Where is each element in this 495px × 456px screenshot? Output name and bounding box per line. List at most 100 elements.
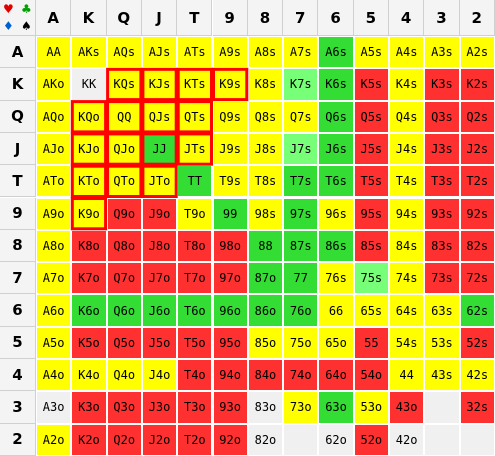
hand-cell-86s[interactable]: 86s <box>318 229 354 263</box>
hand-cell-65o[interactable]: 65o <box>318 326 354 359</box>
hand-cell-A6o[interactable]: A6o <box>36 294 72 327</box>
hand-cell-K5o[interactable]: K5o <box>71 326 107 359</box>
hand-cell-KQo[interactable]: KQo <box>71 100 107 133</box>
hand-cell-66[interactable]: 66 <box>318 294 354 327</box>
hand-cell-J3s[interactable]: J3s <box>424 132 460 166</box>
hand-cell-63s[interactable]: 63s <box>424 294 460 327</box>
hand-cell-97o[interactable]: 97o <box>212 262 248 295</box>
hand-cell-53o[interactable]: 53o <box>353 391 389 424</box>
hand-cell-T3o[interactable]: T3o <box>177 391 213 424</box>
hand-cell-A7o[interactable]: A7o <box>36 262 72 295</box>
hand-cell-JJ[interactable]: JJ <box>141 132 178 166</box>
hand-cell-86o[interactable]: 86o <box>247 294 284 327</box>
hand-cell-96s[interactable]: 96s <box>318 197 354 230</box>
hand-cell-54o[interactable]: 54o <box>353 359 389 392</box>
hand-cell-A3o[interactable]: A3o <box>36 391 72 424</box>
hand-cell-82o[interactable]: 82o <box>247 423 284 456</box>
hand-cell-K8o[interactable]: K8o <box>71 229 107 263</box>
hand-cell-A3s[interactable]: A3s <box>424 36 460 69</box>
hand-cell-76o[interactable]: 76o <box>283 294 319 327</box>
hand-cell-A5s[interactable]: A5s <box>353 36 389 69</box>
hand-cell-J8o[interactable]: J8o <box>141 229 178 263</box>
hand-cell-63o[interactable]: 63o <box>318 391 354 424</box>
hand-cell-64o[interactable]: 64o <box>318 359 354 392</box>
hand-cell-94o[interactable]: 94o <box>212 359 248 392</box>
hand-cell-95o[interactable]: 95o <box>212 326 248 359</box>
hand-cell-75o[interactable]: 75o <box>283 326 319 359</box>
hand-cell-83o[interactable]: 83o <box>247 391 284 424</box>
hand-cell-Q4s[interactable]: Q4s <box>389 100 425 133</box>
hand-cell-A9o[interactable]: A9o <box>36 197 72 230</box>
hand-cell-55[interactable]: 55 <box>353 326 389 359</box>
hand-cell-74o[interactable]: 74o <box>283 359 319 392</box>
hand-cell-94s[interactable]: 94s <box>389 197 425 230</box>
hand-cell-empty[interactable] <box>459 423 495 456</box>
hand-cell-empty[interactable] <box>283 423 319 456</box>
hand-cell-42s[interactable]: 42s <box>459 359 495 392</box>
hand-cell-93s[interactable]: 93s <box>424 197 460 230</box>
hand-cell-J2s[interactable]: J2s <box>459 132 495 166</box>
hand-cell-Q6s[interactable]: Q6s <box>318 100 354 133</box>
hand-cell-T4s[interactable]: T4s <box>389 165 425 198</box>
hand-cell-84o[interactable]: 84o <box>247 359 284 392</box>
hand-cell-A7s[interactable]: A7s <box>283 36 319 69</box>
hand-cell-AQs[interactable]: AQs <box>106 36 142 69</box>
hand-cell-K4o[interactable]: K4o <box>71 359 107 392</box>
hand-cell-77[interactable]: 77 <box>283 262 319 295</box>
hand-cell-J3o[interactable]: J3o <box>141 391 178 424</box>
hand-cell-87o[interactable]: 87o <box>247 262 284 295</box>
hand-cell-43o[interactable]: 43o <box>389 391 425 424</box>
hand-cell-44[interactable]: 44 <box>389 359 425 392</box>
hand-cell-KJo[interactable]: KJo <box>71 132 107 166</box>
hand-cell-JTs[interactable]: JTs <box>177 132 213 166</box>
hand-cell-52o[interactable]: 52o <box>353 423 389 456</box>
hand-cell-74s[interactable]: 74s <box>389 262 425 295</box>
hand-cell-Q7o[interactable]: Q7o <box>106 262 142 295</box>
hand-cell-T6s[interactable]: T6s <box>318 165 354 198</box>
hand-cell-QTo[interactable]: QTo <box>106 165 142 198</box>
hand-cell-93o[interactable]: 93o <box>212 391 248 424</box>
hand-cell-KTs[interactable]: KTs <box>177 68 213 101</box>
hand-cell-Q8o[interactable]: Q8o <box>106 229 142 263</box>
hand-cell-Q2s[interactable]: Q2s <box>459 100 495 133</box>
hand-cell-Q9s[interactable]: Q9s <box>212 100 248 133</box>
hand-cell-KQs[interactable]: KQs <box>106 68 142 101</box>
hand-cell-A2s[interactable]: A2s <box>459 36 495 69</box>
hand-cell-K2s[interactable]: K2s <box>459 68 495 101</box>
hand-cell-Q6o[interactable]: Q6o <box>106 294 142 327</box>
hand-cell-A4s[interactable]: A4s <box>389 36 425 69</box>
hand-cell-65s[interactable]: 65s <box>353 294 389 327</box>
hand-cell-K9s[interactable]: K9s <box>212 68 248 101</box>
hand-cell-Q5s[interactable]: Q5s <box>353 100 389 133</box>
hand-cell-T6o[interactable]: T6o <box>177 294 213 327</box>
hand-cell-AA[interactable]: AA <box>36 36 72 69</box>
hand-cell-88[interactable]: 88 <box>247 229 284 263</box>
hand-cell-KJs[interactable]: KJs <box>141 68 178 101</box>
hand-cell-87s[interactable]: 87s <box>283 229 319 263</box>
hand-cell-J6s[interactable]: J6s <box>318 132 354 166</box>
hand-cell-K6o[interactable]: K6o <box>71 294 107 327</box>
hand-cell-K7o[interactable]: K7o <box>71 262 107 295</box>
hand-cell-QJs[interactable]: QJs <box>141 100 178 133</box>
hand-cell-T8s[interactable]: T8s <box>247 165 284 198</box>
hand-cell-73o[interactable]: 73o <box>283 391 319 424</box>
hand-cell-T3s[interactable]: T3s <box>424 165 460 198</box>
hand-cell-32s[interactable]: 32s <box>459 391 495 424</box>
hand-cell-83s[interactable]: 83s <box>424 229 460 263</box>
hand-cell-99[interactable]: 99 <box>212 197 248 230</box>
hand-cell-KTo[interactable]: KTo <box>71 165 107 198</box>
hand-cell-T9s[interactable]: T9s <box>212 165 248 198</box>
hand-cell-AKo[interactable]: AKo <box>36 68 72 101</box>
hand-cell-AJo[interactable]: AJo <box>36 132 72 166</box>
hand-cell-K4s[interactable]: K4s <box>389 68 425 101</box>
hand-cell-J4s[interactable]: J4s <box>389 132 425 166</box>
hand-cell-92o[interactable]: 92o <box>212 423 248 456</box>
hand-cell-T9o[interactable]: T9o <box>177 197 213 230</box>
hand-cell-T2o[interactable]: T2o <box>177 423 213 456</box>
hand-cell-A8s[interactable]: A8s <box>247 36 284 69</box>
hand-cell-K5s[interactable]: K5s <box>353 68 389 101</box>
hand-cell-ATs[interactable]: ATs <box>177 36 213 69</box>
hand-cell-A9s[interactable]: A9s <box>212 36 248 69</box>
hand-cell-Q9o[interactable]: Q9o <box>106 197 142 230</box>
hand-cell-T7s[interactable]: T7s <box>283 165 319 198</box>
